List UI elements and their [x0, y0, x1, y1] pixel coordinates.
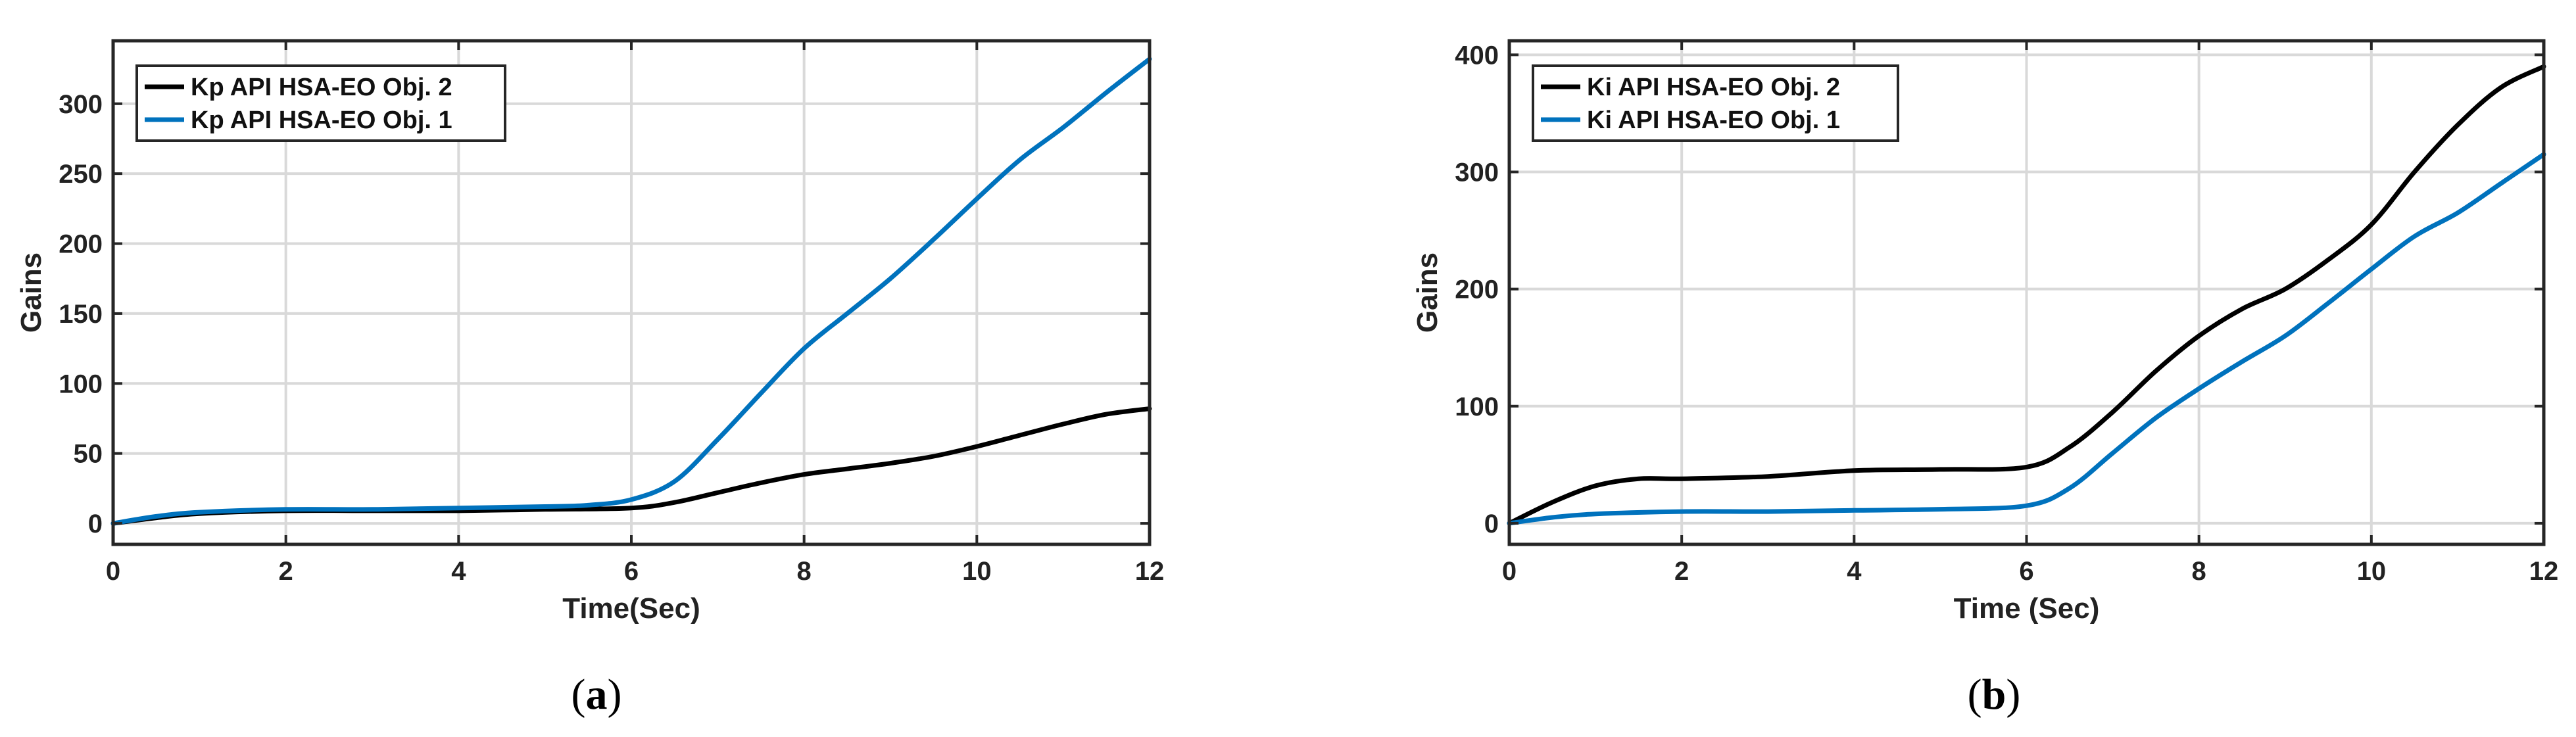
x-tick-label: 0 — [1502, 557, 1517, 586]
legend-label-2: Ki API HSA-EO Obj. 1 — [1587, 107, 1840, 134]
y-tick-label: 100 — [59, 369, 103, 398]
chart-panel-a: 0 2 4 6 8 10 12 0 50 100 150 200 250 300 Time(Sec) Gain… — [15, 39, 1165, 625]
x-tick-label: 10 — [2357, 557, 2387, 586]
x-tick-label: 2 — [279, 557, 293, 586]
y-tick-label: 50 — [74, 440, 103, 469]
y-tick-label: 200 — [1455, 275, 1499, 304]
y-tick-label: 0 — [88, 510, 103, 538]
legend-label-2: Kp API HSA-EO Obj. 1 — [191, 107, 452, 134]
legend-box — [135, 64, 506, 142]
x-tick-label: 4 — [451, 557, 466, 586]
x-tick-label: 6 — [624, 557, 639, 586]
y-axis-label: Gains — [1411, 252, 1444, 333]
series-line-2 — [1507, 152, 2546, 526]
x-axis-label: Time (Sec) — [1954, 592, 2100, 625]
x-tick-label: 10 — [962, 557, 992, 586]
y-tick-label: 100 — [1455, 392, 1499, 421]
legend-label-1: Ki API HSA-EO Obj. 2 — [1587, 74, 1840, 101]
series-line-1 — [1507, 64, 2546, 526]
y-tick-label: 300 — [59, 90, 103, 119]
x-tick-label: 2 — [1674, 557, 1689, 586]
x-tick-label: 0 — [106, 557, 120, 586]
x-tick-label: 12 — [1135, 557, 1165, 586]
y-tick-label: 150 — [59, 300, 103, 329]
x-tick-label: 8 — [2192, 557, 2206, 586]
x-axis-label: Time(Sec) — [562, 592, 700, 625]
y-tick-label: 250 — [59, 160, 103, 189]
legend-label-1: Kp API HSA-EO Obj. 2 — [191, 74, 452, 101]
y-tick-label: 400 — [1455, 41, 1499, 70]
series-line-2 — [110, 57, 1152, 526]
y-tick-label: 200 — [59, 230, 103, 259]
y-axis-label: Gains — [15, 252, 47, 333]
y-tick-label: 300 — [1455, 158, 1499, 187]
legend-box — [1532, 64, 1899, 142]
x-tick-label: 6 — [2019, 557, 2033, 586]
caption-a: (a) — [571, 671, 622, 719]
x-tick-label: 4 — [1847, 557, 1862, 586]
caption-b: (b) — [1968, 671, 2021, 719]
y-tick-label: 0 — [1484, 510, 1499, 538]
x-tick-label: 8 — [797, 557, 812, 586]
chart-panel-b: 0 2 4 6 8 10 12 0 100 200 300 400 Time (Sec) Gains Ki … — [1411, 39, 2559, 625]
x-tick-label: 12 — [2529, 557, 2559, 586]
